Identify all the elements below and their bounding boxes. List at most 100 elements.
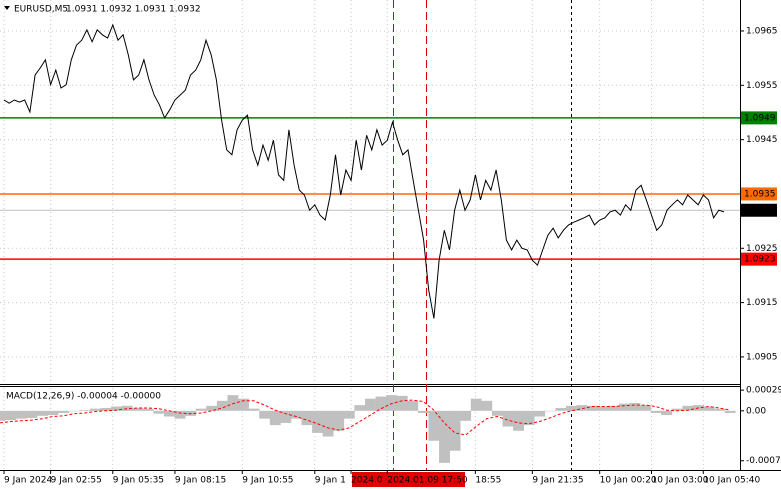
ohlc: 1.0931 1.0932 1.0931 1.0932: [66, 5, 201, 15]
macd-bar: [576, 405, 588, 411]
x-tick-label: 10 Jan 00:20: [600, 476, 657, 486]
x-tick-label: 2024.0: [351, 476, 383, 486]
price-line: [3, 23, 725, 319]
symbol: EURUSD,M5: [14, 5, 68, 15]
macd-bar: [322, 410, 334, 437]
macd-bar: [5, 410, 17, 421]
x-tick-label: 9 Jan 10:55: [242, 476, 293, 486]
macd-bar: [439, 410, 450, 463]
macd-bar: [79, 410, 91, 411]
macd-bar: [449, 410, 461, 451]
macd-bar: [0, 410, 6, 421]
macd-bar: [671, 408, 683, 411]
x-tick-label: 9 Jan 08:15: [175, 476, 226, 486]
macd-bar: [470, 398, 482, 411]
macd-bar: [58, 410, 70, 413]
macd-bar: [534, 410, 546, 417]
macd-bar: [428, 410, 440, 441]
macd-bar: [163, 410, 175, 417]
macd-bar: [682, 405, 694, 411]
x-tick-label: 18:55: [475, 476, 501, 486]
macd-bar: [100, 407, 112, 411]
y-tick-label: 1.0915: [746, 298, 778, 308]
macd-bar: [111, 406, 122, 411]
x-tick-label: 9 Jan 02:55: [51, 476, 102, 486]
macd-bar: [290, 410, 302, 419]
x-tick-label: 9 Jan 21:35: [532, 476, 583, 486]
level-label: 1.0935: [744, 189, 776, 199]
macd-bar: [502, 410, 514, 427]
menu-arrow: [4, 6, 10, 10]
signal-line: [0, 399, 731, 436]
macd-bar: [513, 410, 524, 431]
level-label-bg: [741, 187, 777, 201]
level-label-bg: [741, 252, 777, 266]
macd-bar: [650, 410, 662, 413]
macd-bar: [491, 410, 503, 416]
macd-bar: [587, 405, 599, 411]
macd-bar: [195, 408, 207, 411]
macd-bar: [555, 407, 567, 411]
macd-bar: [301, 410, 313, 426]
macd-bar: [481, 400, 493, 411]
y-tick-label: 1.0905: [746, 352, 778, 362]
y-tick-label: 1.0925: [746, 244, 778, 254]
macd-bar: [89, 408, 101, 411]
macd-bar: [597, 406, 609, 411]
x-tick-label: 9 Jan 1: [315, 476, 346, 486]
macd-title: MACD(12,26,9) -0.00004 -0.00000: [6, 392, 161, 402]
macd-bar: [608, 405, 620, 411]
macd-bar: [68, 410, 80, 412]
level-label: 1.0949: [744, 113, 776, 123]
x-tick-label: 9 Jan 05:35: [113, 476, 164, 486]
macd-bar: [640, 405, 651, 411]
macd-bar: [386, 395, 398, 411]
macd-bar: [618, 403, 630, 411]
macd-bar: [544, 410, 556, 412]
macd-bar: [714, 408, 726, 411]
x-tick-label: 10 Jan 03:00: [651, 476, 708, 486]
macd-bar: [238, 398, 249, 411]
macd-bar: [460, 410, 472, 421]
macd-bar: [661, 410, 673, 416]
macd-bar: [333, 410, 345, 431]
macd-bar: [312, 410, 323, 433]
x-tick-label: 10 Jan 05:40: [703, 476, 760, 486]
y-tick-label: 1.0965: [746, 26, 778, 36]
macd-bar: [153, 410, 165, 414]
crosshair-label-bg: [352, 472, 465, 487]
macd-bar: [629, 402, 641, 411]
macd-bar: [37, 410, 48, 416]
macd-bar: [206, 405, 218, 411]
macd-bar: [417, 410, 429, 413]
macd-bar: [174, 410, 186, 419]
macd-bar: [365, 398, 376, 411]
macd-bar: [354, 405, 366, 411]
macd-bar: [216, 400, 228, 411]
level-label: 1.0923: [744, 255, 776, 265]
macd-bar: [47, 410, 59, 416]
macd-bar: [26, 410, 38, 418]
y-tick-label: 1.0945: [746, 135, 778, 145]
macd-bar: [248, 408, 260, 411]
level-label-bg: [741, 111, 777, 125]
y-tick-label: 0.00: [746, 406, 766, 416]
macd-bar: [269, 410, 281, 426]
macd-bar: [15, 410, 27, 419]
macd-bar: [724, 410, 736, 413]
macd-bar: [396, 395, 408, 411]
macd-bar: [407, 400, 419, 411]
macd-bar: [227, 395, 239, 411]
x-tick-label: 9 Jan 2024: [4, 476, 52, 486]
level-label-bg: [741, 203, 777, 217]
level-label: 1.0932: [744, 206, 776, 216]
macd-bar: [343, 410, 355, 419]
macd-bar: [121, 405, 133, 411]
macd-bar: [259, 410, 271, 419]
x-tick-label: 2024.01.09 17:50: [387, 476, 468, 486]
macd-bar: [703, 406, 715, 411]
macd-bar: [375, 396, 387, 411]
y-tick-label: -0.0007: [746, 456, 781, 466]
